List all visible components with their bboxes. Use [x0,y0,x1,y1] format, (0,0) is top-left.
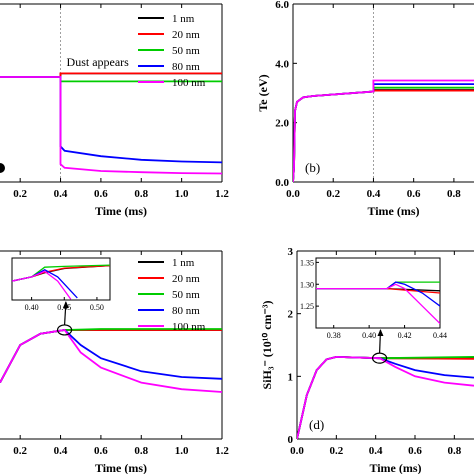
chart-panel: 0.2 0.4 0.6 0.8 1.0 1.2 Time (ms) 1 nm 20 nm 50 n… [0,250,229,474]
series-group [293,79,474,182]
x-tick-label: 0.8 [447,445,461,457]
x-tick-label: 0.2 [326,188,340,200]
series-group [0,328,222,393]
y-tick-label: 0.0 [275,177,289,189]
inset-x-tick-label: 0.40 [25,303,39,312]
inset-series-line [316,283,440,325]
x-tick-label: 0.4 [367,188,381,200]
inset-series-line [12,264,110,282]
x-tick-label: 1.2 [215,445,229,457]
x-tick-label: 0.2 [13,445,27,457]
panel-label: (d) [309,417,324,432]
inset-series-line [316,281,440,307]
x-tick-label: 0.2 [13,188,27,200]
x-tick-label: 1.0 [175,445,189,457]
legend-entry: 20 nm [172,273,200,285]
y-tick-label: 6.0 [275,0,289,11]
x-tick-label: 0.4 [54,188,68,200]
x-axis-label: Time (ms) [369,461,421,474]
x-axis-label: Time (ms) [95,204,147,218]
zoom-arrowhead [62,301,69,308]
zoom-arrowhead [377,329,384,336]
y-tick-label: 4.0 [275,58,289,70]
x-tick-label: 1.0 [175,188,189,200]
panel-label: (b) [305,160,320,175]
series-line [0,76,222,175]
legend-entry: 50 nm [172,45,200,57]
y-tick-label: 3 [288,246,294,258]
legend-entry: 100 nm [172,321,206,333]
inset-series-group [12,264,110,300]
y-axis-label: SiH₃⁻ (10¹⁰ cm⁻³) [260,301,274,390]
x-tick-label: 0.8 [134,188,148,200]
x-tick-label: 0.6 [408,445,422,457]
x-tick-label: 0.0 [286,188,300,200]
series-group [297,355,474,439]
inset-series-line [12,270,72,300]
legend-entry: 1 nm [172,257,195,269]
inset-series-group [316,281,440,325]
y-tick-label: 0 [288,434,294,446]
inset-y-tick-label: 1.25 [300,302,314,311]
chart-panel: 0.2 0.4 0.6 0.8 1.0 1.2 Time (ms) 1 nm 20 nm 50 n… [0,3,229,218]
inset-plot: 0.400.450.50 [11,257,111,312]
inset-series-line [12,264,110,282]
inset-y-tick-label: 1.30 [300,280,314,289]
chart-panel: 0.0 0.2 0.4 0.6 0.8 0 1 2 3 Time (ms) SiH₃⁻ (10¹⁰ … [260,246,474,474]
inset-series-line [316,281,440,290]
y-axis-label: Te (eV) [256,74,270,111]
series-line [297,355,474,439]
x-tick-label: 0.8 [134,445,148,457]
inset-frame [11,257,111,301]
series-line [293,79,474,182]
x-tick-label: 0.6 [94,188,108,200]
inset-y-tick-label: 1.35 [300,258,314,267]
annotation-text: Dust appears [67,55,130,69]
legend-entry: 50 nm [172,289,200,301]
x-tick-label: 0.2 [329,445,343,457]
inset-series-line [12,264,110,282]
x-tick-label: 0.8 [447,188,461,200]
inset-x-tick-label: 0.38 [327,331,341,340]
x-tick-label: 0.6 [407,188,421,200]
x-tick-label: 0.4 [369,445,383,457]
x-tick-label: 0.6 [94,445,108,457]
legend-entry: 80 nm [172,305,200,317]
panel-label-fragment [0,163,5,173]
x-axis-label: Time (ms) [367,204,419,218]
legend-entry: 1 nm [172,13,195,25]
legend-entry: 20 nm [172,29,200,41]
x-tick-label: 0.0 [290,445,304,457]
inset-x-tick-label: 0.44 [433,331,447,340]
y-tick-label: 1 [288,371,294,383]
legend-entry: 100 nm [172,77,206,89]
y-tick-label: 2 [288,309,294,321]
x-axis-label: Time (ms) [95,461,147,474]
x-tick-label: 1.2 [215,188,229,200]
series-line [0,329,222,393]
legend-entry: 80 nm [172,61,200,73]
x-tick-label: 0.4 [54,445,68,457]
y-tick-label: 2.0 [275,118,289,130]
inset-x-tick-label: 0.40 [362,331,376,340]
inset-x-tick-label: 0.50 [90,303,104,312]
chart-panel: 0.0 0.2 0.4 0.6 0.8 0.0 2.0 4.0 6.0 Time (ms) Te (… [256,0,474,218]
inset-plot: 0.38 0.40 0.42 0.44 1.25 1.30 1.35 [300,257,447,340]
series-line [0,76,222,164]
inset-x-tick-label: 0.42 [398,331,412,340]
